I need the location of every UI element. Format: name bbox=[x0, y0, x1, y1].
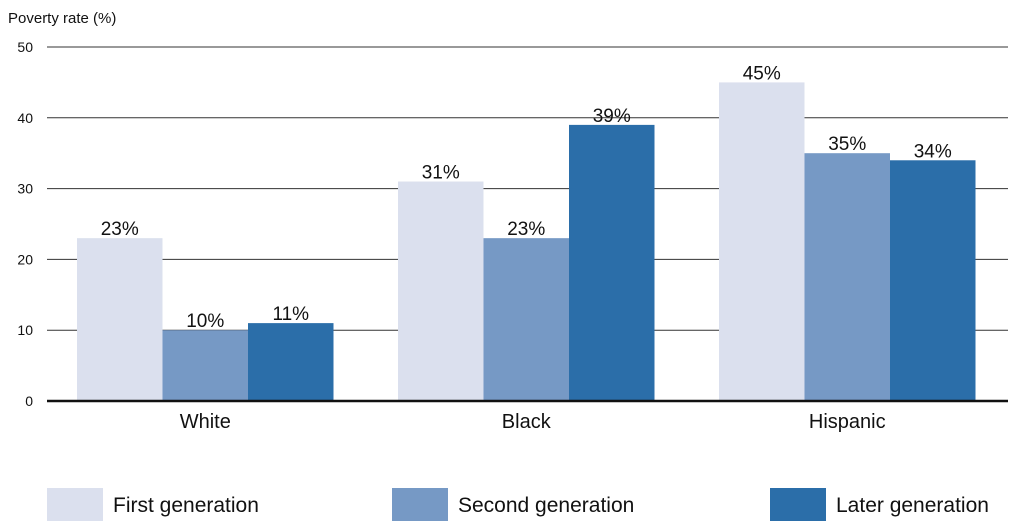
y-axis-title: Poverty rate (%) bbox=[8, 10, 117, 27]
legend-label: Later generation bbox=[836, 494, 989, 517]
legend-label: Second generation bbox=[458, 494, 635, 517]
x-tick-label: Black bbox=[502, 411, 552, 433]
y-tick-label: 10 bbox=[17, 322, 33, 338]
y-tick-label: 30 bbox=[17, 181, 33, 197]
bar bbox=[483, 238, 569, 401]
legend-swatch bbox=[47, 488, 103, 521]
y-tick-label: 40 bbox=[17, 110, 33, 126]
legend-label: First generation bbox=[113, 494, 259, 517]
data-label: 23% bbox=[507, 219, 545, 240]
data-label: 34% bbox=[914, 141, 952, 162]
x-tick-label: White bbox=[180, 411, 231, 433]
legend-swatch bbox=[392, 488, 448, 521]
data-label: 31% bbox=[422, 163, 460, 184]
bar bbox=[804, 153, 890, 401]
bar bbox=[162, 330, 248, 401]
bar bbox=[569, 124, 655, 401]
x-tick-label: Hispanic bbox=[809, 411, 886, 433]
bar bbox=[398, 181, 484, 401]
legend-swatch bbox=[770, 488, 826, 521]
data-label: 39% bbox=[593, 106, 631, 127]
bar-chart: 0 10 20 30 40 50 23% 10% 11% White 31% 23% 39% Black 4… bbox=[17, 39, 1008, 433]
data-label: 11% bbox=[272, 304, 309, 325]
data-label: 10% bbox=[186, 311, 224, 332]
bar bbox=[890, 160, 976, 401]
data-label: 23% bbox=[101, 219, 139, 240]
y-tick-label: 20 bbox=[17, 251, 33, 267]
bar bbox=[77, 238, 163, 401]
legend: First generation Second generation Later… bbox=[0, 488, 1018, 524]
y-tick-label: 50 bbox=[17, 39, 33, 55]
data-label: 45% bbox=[743, 63, 781, 84]
bar bbox=[719, 82, 805, 402]
data-label: 35% bbox=[828, 134, 866, 155]
y-tick-label: 0 bbox=[25, 393, 33, 409]
bar bbox=[248, 323, 334, 401]
